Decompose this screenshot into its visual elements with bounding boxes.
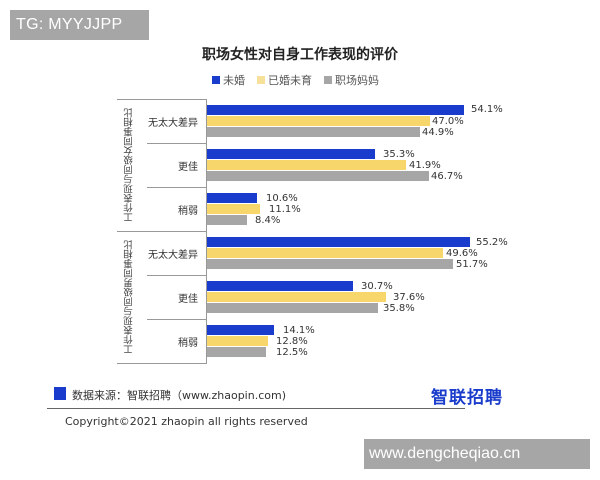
value-label: 8.4% [255, 215, 281, 226]
bar-married-no-child [207, 336, 268, 346]
value-label: 49.6% [446, 248, 478, 259]
watermark-bottom-right: www.dengcheqiao.cn [364, 439, 590, 469]
value-label: 10.6% [266, 193, 298, 204]
legend-label: 已婚未育 [268, 74, 312, 87]
source-marker-icon [54, 387, 66, 400]
value-label: 54.1% [471, 104, 503, 115]
divider [147, 275, 207, 276]
legend-item-married-no-child: 已婚未育 [257, 72, 312, 88]
bar-married-no-child [207, 160, 406, 170]
bar-unmarried [207, 281, 353, 291]
bar-unmarried [207, 149, 375, 159]
value-label: 35.8% [383, 303, 415, 314]
bar-married-no-child [207, 292, 386, 302]
bar-unmarried [207, 237, 470, 247]
legend-swatch-icon [324, 76, 332, 84]
legend-item-working-mother: 职场妈妈 [324, 72, 379, 88]
bar-working-mother [207, 259, 453, 269]
bar-working-mother [207, 127, 420, 137]
divider [147, 319, 207, 320]
bar-married-no-child [207, 204, 260, 214]
value-label: 30.7% [361, 281, 393, 292]
category-label: 无太大差异 [148, 118, 198, 129]
value-label: 14.1% [283, 325, 315, 336]
value-label: 35.3% [383, 149, 415, 160]
value-label: 41.9% [409, 160, 441, 171]
value-label: 46.7% [431, 171, 463, 182]
zhaopin-logo: 智联招聘 [431, 388, 503, 408]
group-divider [117, 231, 207, 232]
divider [147, 187, 207, 188]
frame-line [117, 99, 207, 100]
legend-swatch-icon [212, 76, 220, 84]
legend-item-unmarried: 未婚 [212, 72, 245, 88]
value-label: 47.0% [432, 116, 464, 127]
category-label: 稍弱 [178, 338, 198, 349]
value-label: 55.2% [476, 237, 508, 248]
value-label: 51.7% [456, 259, 488, 270]
bar-unmarried [207, 325, 274, 335]
bar-working-mother [207, 347, 266, 357]
category-label: 稍弱 [178, 206, 198, 217]
bar-working-mother [207, 303, 378, 313]
frame-line [117, 363, 207, 364]
footer-divider [47, 408, 465, 409]
category-label: 更佳 [178, 294, 198, 305]
divider [147, 143, 207, 144]
chart-title: 职场女性对自身工作表现的评价 [202, 47, 398, 63]
bar-unmarried [207, 105, 464, 115]
value-label: 11.1% [269, 204, 301, 215]
bar-unmarried [207, 193, 257, 203]
legend-label: 未婚 [223, 74, 245, 87]
category-label: 更佳 [178, 162, 198, 173]
legend-label: 职场妈妈 [335, 74, 379, 87]
watermark-top-left: TG: MYYJJPP [10, 10, 149, 40]
category-label: 无太大差异 [148, 250, 198, 261]
copyright: Copyright©2021 zhaopin all rights reserv… [65, 415, 308, 428]
value-label: 37.6% [393, 292, 425, 303]
y-axis [206, 99, 207, 364]
data-source: 数据来源：智联招聘（www.zhaopin.com) [72, 389, 286, 402]
chart-legend: 未婚 已婚未育 职场妈妈 [212, 72, 379, 88]
bar-working-mother [207, 171, 429, 181]
bar-working-mother [207, 215, 247, 225]
bar-married-no-child [207, 248, 443, 258]
value-label: 12.5% [276, 347, 308, 358]
value-label: 44.9% [422, 127, 454, 138]
value-label: 12.8% [276, 336, 308, 347]
bar-married-no-child [207, 116, 430, 126]
legend-swatch-icon [257, 76, 265, 84]
